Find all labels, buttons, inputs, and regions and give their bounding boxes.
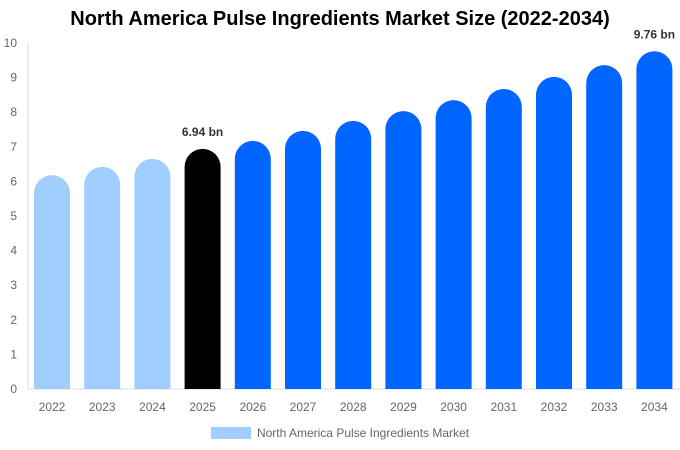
bar-2025	[184, 148, 221, 389]
bar-2027	[285, 130, 321, 389]
x-tick-label: 2029	[390, 400, 417, 414]
y-tick-label: 6	[10, 174, 17, 188]
bar-2032	[536, 76, 572, 390]
bar-2033	[586, 65, 623, 390]
bar-2024	[134, 158, 171, 389]
x-tick-label: 2027	[290, 400, 317, 414]
x-tick-label: 2028	[340, 400, 367, 414]
data-label-2025: 6.94 bn	[182, 125, 223, 139]
x-tick-label: 2033	[591, 400, 618, 414]
legend: North America Pulse Ingredients Market	[0, 426, 680, 440]
y-tick-label: 3	[10, 278, 17, 292]
x-tick-label: 2030	[440, 400, 467, 414]
y-tick-label: 2	[10, 313, 17, 327]
y-tick-label: 10	[4, 36, 18, 50]
bar-2034	[636, 51, 673, 389]
x-tick-label: 2022	[39, 400, 66, 414]
x-tick-label: 2023	[89, 400, 116, 414]
bar-2022	[34, 175, 70, 389]
x-tick-label: 2031	[490, 400, 517, 414]
y-tick-label: 5	[10, 209, 17, 223]
legend-swatch	[210, 427, 251, 439]
chart-title: North America Pulse Ingredients Market S…	[70, 8, 610, 30]
y-tick-label: 0	[10, 382, 17, 396]
y-tick-label: 7	[10, 140, 17, 154]
x-tick-label: 2026	[239, 400, 266, 414]
bar-2026	[234, 140, 271, 389]
x-tick-label: 2024	[139, 400, 166, 414]
x-tick-label: 2032	[541, 400, 568, 414]
bar-2029	[385, 111, 422, 390]
legend-label: North America Pulse Ingredients Market	[256, 426, 470, 440]
y-tick-label: 1	[10, 347, 17, 361]
x-tick-label: 2034	[641, 400, 668, 414]
data-label-2034: 9.76 bn	[634, 27, 675, 41]
bar-2023	[84, 166, 121, 389]
x-tick-label: 2025	[189, 400, 216, 414]
bar-2031	[485, 89, 522, 389]
bar-2030	[435, 100, 472, 389]
y-tick-label: 9	[10, 71, 17, 85]
y-tick-label: 8	[10, 105, 17, 119]
y-tick-label: 4	[10, 244, 17, 258]
bar-2028	[335, 120, 372, 389]
